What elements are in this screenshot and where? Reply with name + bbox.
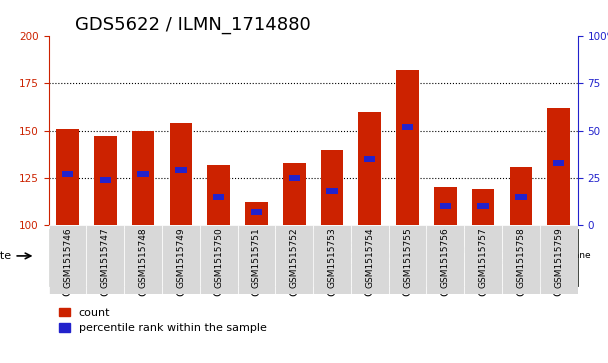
Text: GSM1515753: GSM1515753 [328,227,336,288]
Bar [207,165,230,225]
Text: GSM1515756: GSM1515756 [441,227,450,288]
Bar [402,124,413,130]
Bar [275,225,313,294]
FancyBboxPatch shape [313,229,426,286]
Text: GSM1515748: GSM1515748 [139,227,148,288]
Bar [540,225,578,294]
Bar [396,70,419,225]
Text: GSM1515751: GSM1515751 [252,227,261,288]
Bar [326,188,337,194]
Text: GSM1515755: GSM1515755 [403,227,412,288]
Bar [440,203,451,209]
Text: control: control [165,252,196,260]
Text: disease state: disease state [0,251,12,261]
Text: GSM1515747: GSM1515747 [101,227,110,288]
Text: GSM1515746: GSM1515746 [63,227,72,288]
Text: GSM1515754: GSM1515754 [365,227,375,288]
Text: MDS
refractory ane
mia with: MDS refractory ane mia with [527,241,591,271]
Bar [250,209,262,215]
Bar [137,171,149,177]
Text: GSM1515759: GSM1515759 [554,227,563,288]
Bar [351,225,389,294]
Bar [200,225,238,294]
Bar [364,156,376,162]
Text: GDS5622 / ILMN_1714880: GDS5622 / ILMN_1714880 [75,16,311,34]
Bar [289,175,300,181]
Bar [313,225,351,294]
Bar [100,177,111,183]
Bar [170,123,192,225]
Text: MDS refractory anemia
with excess blasts-1: MDS refractory anemia with excess blasts… [430,246,536,266]
Bar [283,163,306,225]
Bar [94,136,117,225]
Bar [86,225,124,294]
Bar [434,187,457,225]
Text: GSM1515757: GSM1515757 [478,227,488,288]
Bar [238,225,275,294]
Bar [359,112,381,225]
Bar [132,131,154,225]
Bar [477,203,489,209]
Bar [389,225,426,294]
Text: MDS refractory
cytopenia with
multilineage dysplasia: MDS refractory cytopenia with multilinea… [319,241,421,271]
FancyBboxPatch shape [49,229,313,286]
Bar [472,189,494,225]
Bar [502,225,540,294]
Bar [515,194,527,200]
Bar [245,203,268,225]
Bar [56,129,79,225]
Bar [553,160,564,166]
Text: GSM1515758: GSM1515758 [516,227,525,288]
Bar [213,194,224,200]
Bar [62,171,73,177]
Bar [175,167,187,173]
Bar [547,108,570,225]
Bar [49,225,86,294]
FancyBboxPatch shape [426,229,540,286]
Bar [124,225,162,294]
Bar [320,150,344,225]
Legend: count, percentile rank within the sample: count, percentile rank within the sample [54,303,271,338]
Bar [465,225,502,294]
FancyBboxPatch shape [540,229,578,286]
Bar [510,167,532,225]
Bar [426,225,465,294]
Text: GSM1515752: GSM1515752 [290,227,299,288]
Text: GSM1515749: GSM1515749 [176,227,185,288]
Bar [162,225,200,294]
Text: GSM1515750: GSM1515750 [214,227,223,288]
